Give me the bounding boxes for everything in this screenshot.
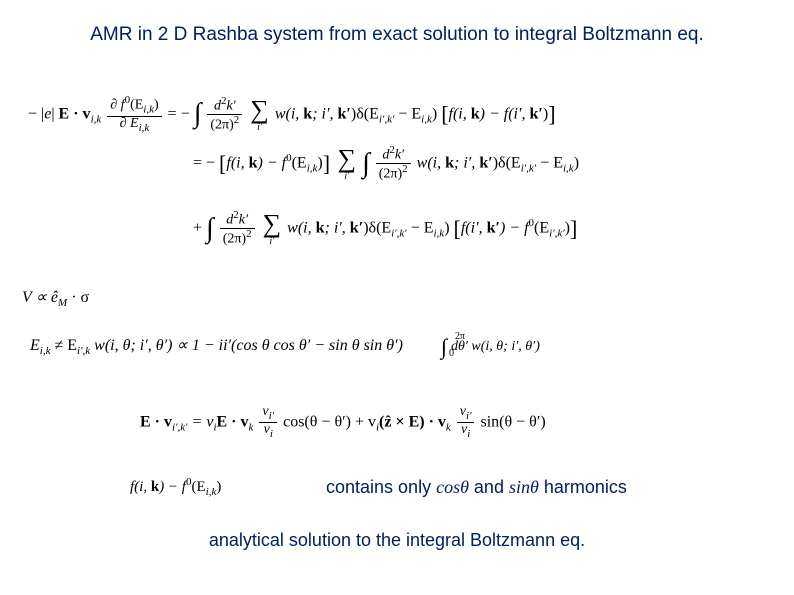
harmonics-annotation: contains only cosθ and sinθ harmonics [326, 477, 627, 498]
equation-7: f(i, k) − f0(Ei,k) [130, 476, 221, 498]
equation-6: E · vi′,k′ = viE · vk vi′ vi cos(θ − θ′)… [140, 405, 546, 441]
equation-3: + ∫ d2k′ (2π)2 ∑i′ w(i, k; i′, k′)δ(Ei′,… [193, 210, 577, 248]
bottom-annotation: analytical solution to the integral Bolt… [0, 530, 794, 551]
equation-2: = − [f(i, k) − f0(Ei,k)] ∑i′ ∫ d2k′ (2π)… [193, 145, 579, 183]
equation-4: V ∝ êM · σ [22, 287, 89, 309]
equation-1: − |e| E · vi,k ∂ f0(Ei,k) ∂ Ei,k = − ∫ d… [28, 95, 556, 134]
equation-5: Ei,k ≠ Ei′,k w(i, θ; i′, θ′) ∝ 1 − ii′(c… [30, 335, 540, 357]
slide-title: AMR in 2 D Rashba system from exact solu… [0, 24, 794, 46]
